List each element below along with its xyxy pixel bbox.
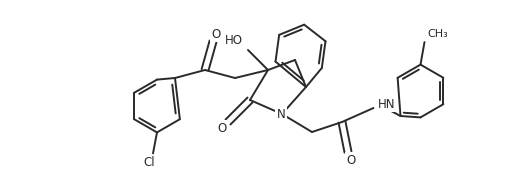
Text: N: N — [277, 108, 285, 122]
Text: CH₃: CH₃ — [427, 29, 448, 39]
Text: O: O — [347, 153, 356, 167]
Text: HO: HO — [225, 33, 243, 46]
Text: HN: HN — [377, 98, 395, 110]
Text: Cl: Cl — [143, 156, 155, 169]
Text: O: O — [211, 28, 220, 41]
Text: O: O — [217, 122, 227, 134]
